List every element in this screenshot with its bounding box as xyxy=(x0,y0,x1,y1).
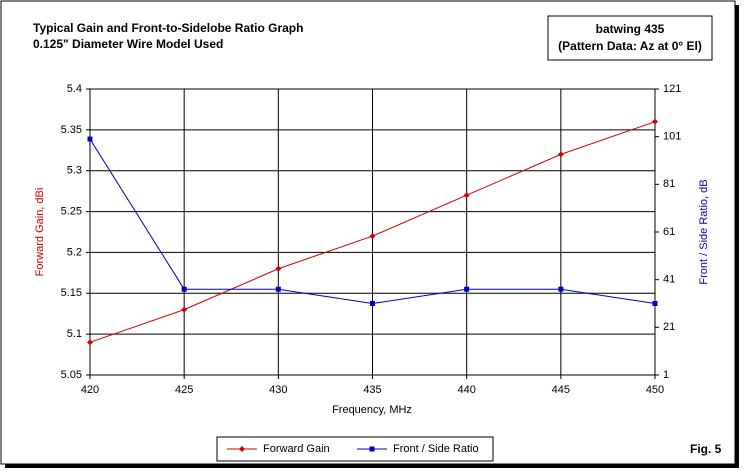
chart-subtitle: 0.125" Diameter Wire Model Used xyxy=(33,37,223,51)
marker xyxy=(181,306,188,313)
marker xyxy=(464,286,470,292)
x-tick-label: 450 xyxy=(646,384,664,396)
y-tick-label: 5.35 xyxy=(61,124,82,136)
y-tick-label: 5.1 xyxy=(67,328,82,340)
y-axis-label: Forward Gain, dBi xyxy=(34,188,46,277)
info-detail: (Pattern Data: Az at 0° El) xyxy=(558,39,702,53)
y-tick-label: 5.15 xyxy=(61,287,82,299)
marker xyxy=(652,118,658,125)
marker xyxy=(87,339,93,346)
y-tick-label: 5.4 xyxy=(67,83,82,95)
y-tick-label: 5.05 xyxy=(61,369,82,381)
info-box xyxy=(547,15,713,61)
info-title: batwing 435 xyxy=(596,22,665,36)
marker xyxy=(275,265,282,272)
y2-tick-label: 61 xyxy=(663,226,675,238)
x-tick-label: 425 xyxy=(175,384,193,396)
legend xyxy=(216,436,494,462)
marker xyxy=(557,151,564,158)
marker xyxy=(369,446,375,452)
marker xyxy=(87,136,93,142)
y-tick-label: 5.3 xyxy=(67,165,82,177)
marker xyxy=(181,286,187,292)
legend-label: Front / Side Ratio xyxy=(393,443,479,455)
chart-title: Typical Gain and Front-to-Sidelobe Ratio… xyxy=(33,21,303,35)
x-tick-label: 445 xyxy=(552,384,570,396)
y2-tick-label: 121 xyxy=(663,83,681,95)
marker xyxy=(558,286,564,292)
marker xyxy=(652,301,658,306)
legend-label: Forward Gain xyxy=(263,443,330,455)
x-tick-label: 435 xyxy=(363,384,381,396)
marker xyxy=(463,192,470,199)
x-tick-label: 440 xyxy=(457,384,475,396)
marker xyxy=(370,301,375,306)
y2-axis-label: Front / Side Ratio, dB xyxy=(698,179,710,284)
marker xyxy=(369,233,376,240)
y2-tick-label: 1 xyxy=(663,369,669,381)
marker xyxy=(275,286,281,292)
x-tick-label: 420 xyxy=(81,384,99,396)
y-tick-label: 5.25 xyxy=(61,205,82,217)
y2-tick-label: 101 xyxy=(663,131,681,143)
y-tick-label: 5.2 xyxy=(67,246,82,258)
y2-tick-label: 41 xyxy=(663,274,675,286)
y2-tick-label: 21 xyxy=(663,321,675,333)
marker xyxy=(239,446,245,452)
x-tick-label: 430 xyxy=(269,384,287,396)
y2-tick-label: 81 xyxy=(663,178,675,190)
x-axis-label: Frequency, MHz xyxy=(332,404,412,416)
figure-label: Fig. 5 xyxy=(690,442,722,456)
